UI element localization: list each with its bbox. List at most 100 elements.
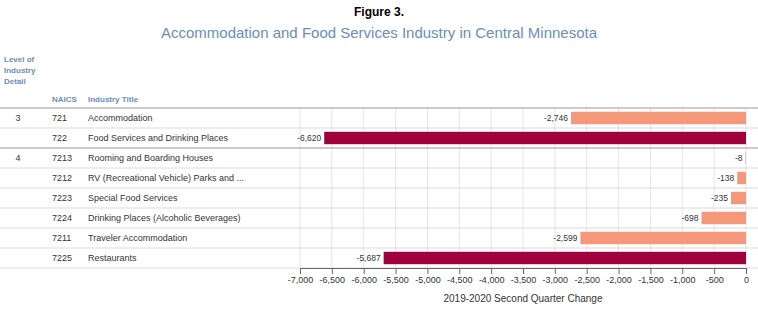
tick-mark (396, 268, 397, 274)
subtitle: Accommodation and Food Services Industry… (161, 24, 598, 41)
data-labels: -2,746 -6,620 -8-138 -235 -698 -2,599 -5,687 (297, 113, 743, 263)
tick: -2,000 (606, 268, 632, 285)
tick: -4,000 (479, 268, 505, 285)
row-divider (0, 208, 758, 209)
tick: -500 (706, 268, 724, 285)
tick-label: 0 (744, 275, 749, 285)
tick-label: -1,500 (638, 275, 664, 285)
tick-mark (682, 268, 683, 274)
tick-label: -3,000 (543, 275, 569, 285)
level-cell: 3 (15, 113, 20, 123)
row-divider (0, 268, 758, 269)
tick-label: -5,000 (415, 275, 441, 285)
tick-label: -7,000 (288, 275, 314, 285)
data-label: -138 (717, 173, 734, 183)
category-label: Accommodation (88, 113, 153, 123)
tick: -3,500 (511, 268, 537, 285)
tick-mark (714, 268, 715, 274)
bar (702, 212, 746, 224)
naics-cell: 722 (52, 133, 67, 143)
bars (324, 112, 746, 264)
title: Figure 3. (354, 5, 404, 19)
data-label: -6,620 (297, 133, 321, 143)
tick: -5,000 (415, 268, 441, 285)
row-divider (0, 228, 758, 229)
category-label: RV (Recreational Vehicle) Parks and ... (88, 173, 244, 183)
naics-cell: 7213 (52, 153, 72, 163)
bar (324, 132, 746, 144)
level-cell: 4 (15, 153, 20, 163)
column-headers: Level ofIndustryDetail NAICS Industry Titl… (4, 55, 139, 104)
row-divider (0, 148, 758, 149)
row-divider (0, 168, 758, 169)
tick: -1,000 (670, 268, 696, 285)
tick-label: -500 (706, 275, 724, 285)
tick: -2,500 (574, 268, 600, 285)
data-label: -698 (682, 213, 699, 223)
category-label: Drinking Places (Alcoholic Beverages) (88, 213, 241, 223)
bar (580, 232, 746, 244)
tick: -6,500 (320, 268, 346, 285)
tick-mark (427, 268, 428, 274)
row-divider (0, 188, 758, 189)
tick-mark (300, 268, 301, 274)
category-label: Food Services and Drinking Places (88, 133, 229, 143)
tick: -1,500 (638, 268, 664, 285)
tick-mark (746, 268, 747, 274)
data-label: -2,599 (553, 233, 577, 243)
tick: -7,000 (288, 268, 314, 285)
column-header: NAICS (52, 95, 78, 104)
naics-cell: 7224 (52, 213, 72, 223)
tick-label: -6,000 (351, 275, 377, 285)
bar (384, 252, 746, 264)
tick-mark (587, 268, 588, 274)
tick-label: -2,500 (574, 275, 600, 285)
table: 3721Accommodation722Food Services and Dr… (15, 113, 243, 263)
data-label: -8 (735, 153, 743, 163)
bar (571, 112, 746, 124)
naics-cell: 7225 (52, 253, 72, 263)
tick-label: -3,500 (511, 275, 537, 285)
data-label: -5,687 (357, 253, 381, 263)
x-axis-title: 2019-2020 Second Quarter Change (443, 293, 602, 304)
tick-label: -4,500 (447, 275, 473, 285)
tick-label: -1,000 (670, 275, 696, 285)
naics-cell: 7211 (52, 233, 71, 243)
column-header: Level ofIndustryDetail (4, 55, 36, 86)
naics-cell: 7223 (52, 193, 72, 203)
tick: -5,500 (383, 268, 409, 285)
row-divider (0, 248, 758, 249)
tick: -6,000 (351, 268, 377, 285)
bar (731, 192, 746, 204)
tick-label: -5,500 (383, 275, 409, 285)
tick-label: -4,000 (479, 275, 505, 285)
x-axis: -7,000 -6,500 -6,000 -5,500 -5,000 -4,500 -4,0… (288, 268, 749, 285)
bar (737, 172, 746, 184)
naics-cell: 7212 (52, 173, 72, 183)
tick-mark (523, 268, 524, 274)
tick: -4,500 (447, 268, 473, 285)
tick-label: -2,000 (606, 275, 632, 285)
data-label: -235 (711, 193, 728, 203)
bar (745, 152, 746, 164)
row-divider (0, 128, 758, 129)
chart: Figure 3. Accommodation and Food Services… (0, 0, 758, 331)
tick-mark (650, 268, 651, 274)
category-label: Rooming and Boarding Houses (88, 153, 214, 163)
tick-mark (364, 268, 365, 274)
tick-label: -6,500 (320, 275, 346, 285)
row-dividers (0, 108, 758, 268)
data-label: -2,746 (544, 113, 568, 123)
tick: 0 (744, 268, 749, 285)
tick-mark (332, 268, 333, 274)
tick-mark (619, 268, 620, 274)
row-divider (0, 108, 758, 109)
category-label: Restaurants (88, 253, 137, 263)
tick: -3,000 (543, 268, 569, 285)
tick-mark (459, 268, 460, 274)
category-label: Traveler Accommodation (88, 233, 187, 243)
tick-mark (555, 268, 556, 274)
column-header: Industry Title (88, 95, 139, 104)
category-label: Special Food Services (88, 193, 178, 203)
tick-mark (491, 268, 492, 274)
